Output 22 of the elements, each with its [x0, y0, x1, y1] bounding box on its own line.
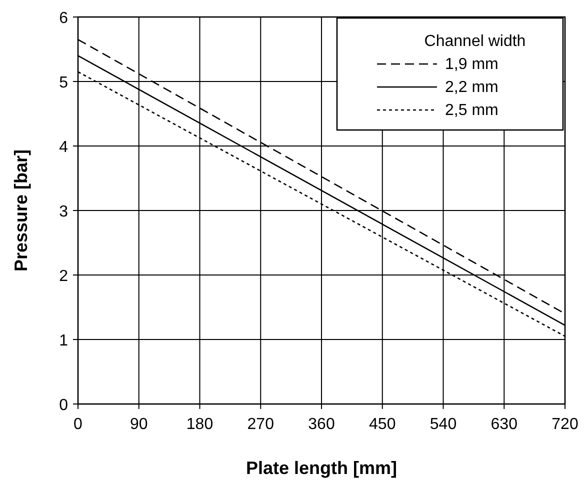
y-tick-label: 1	[59, 332, 68, 350]
legend-label: 2,5 mm	[445, 102, 498, 119]
x-tick-label: 540	[430, 416, 457, 433]
y-tick-label: 3	[59, 204, 68, 220]
x-tick-label: 270	[247, 416, 274, 433]
x-tick-label: 0	[74, 416, 83, 433]
y-tick-label: 0	[59, 397, 68, 414]
legend-label: 1,9 mm	[445, 56, 498, 73]
x-tick-label: 630	[490, 416, 518, 433]
y-tick-label: 5	[59, 74, 68, 92]
x-tick-label: 180	[186, 416, 214, 433]
x-tick-label: 360	[308, 416, 335, 433]
x-tick-label: 90	[130, 416, 148, 433]
y-axis-title: Pressure [bar]	[11, 149, 31, 272]
x-tick-label: 720	[552, 416, 578, 433]
legend-label: 2,2 mm	[445, 79, 498, 96]
y-tick-label: 4	[59, 139, 68, 156]
y-tick-label: 6	[59, 10, 68, 27]
y-tick-label: 2	[59, 268, 68, 285]
legend-title: Channel width	[424, 33, 526, 50]
x-tick-label: 450	[369, 416, 396, 433]
x-axis-title: Plate length [mm]	[246, 458, 398, 478]
